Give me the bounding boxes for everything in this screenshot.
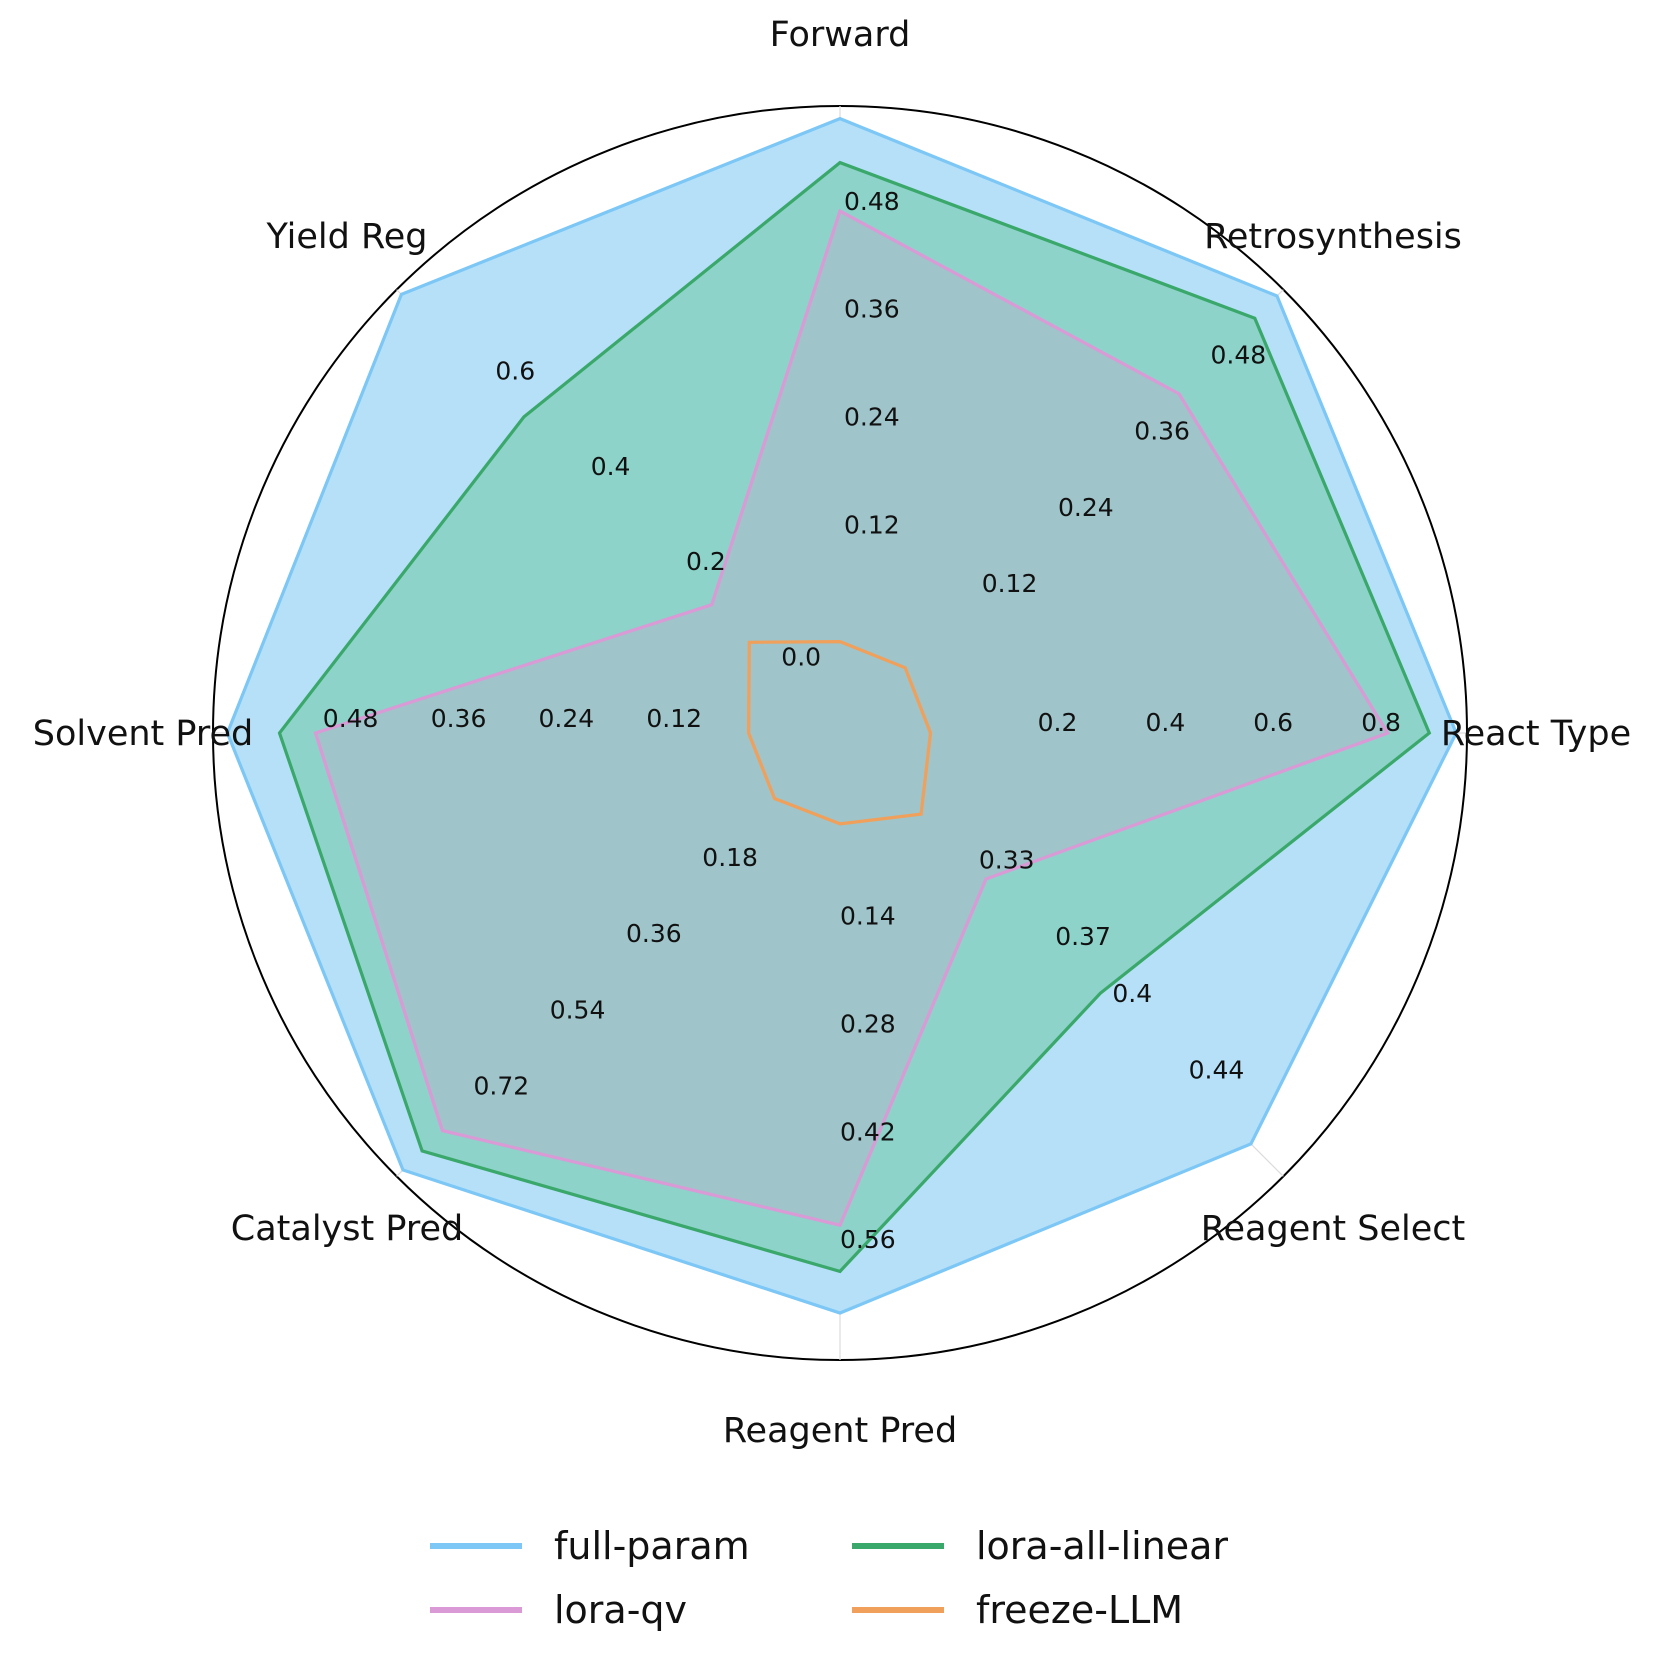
tick-label: 0.12 [844, 510, 900, 539]
tick-label: 0.0 [781, 643, 821, 672]
axis-label: Catalyst Pred [231, 1209, 463, 1249]
axis-labels: React Type Retrosynthesis Forward Yield Reg… [33, 15, 1631, 1451]
tick-label: 0.44 [1189, 1055, 1245, 1084]
axis-label: React Type [1441, 714, 1631, 754]
tick-label: 0.48 [844, 187, 900, 216]
tick-label: 0.2 [1038, 708, 1078, 737]
tick-label: 0.2 [686, 547, 726, 576]
axis-label: Yield Reg [266, 217, 428, 257]
legend-label: freeze-LLM [976, 1588, 1183, 1632]
tick-label: 0.14 [840, 902, 896, 931]
tick-label: 0.42 [840, 1117, 896, 1146]
legend-label: full-param [554, 1524, 750, 1568]
tick-label: 0.36 [844, 295, 900, 324]
tick-label: 0.18 [702, 843, 758, 872]
tick-label: 0.24 [844, 403, 900, 432]
tick-label: 0.24 [539, 704, 595, 733]
tick-label: 0.36 [431, 704, 487, 733]
axis-label: Solvent Pred [33, 714, 254, 754]
tick-label: 0.12 [646, 704, 702, 733]
tick-label: 0.36 [626, 919, 682, 948]
tick-label: 0.56 [840, 1225, 896, 1254]
axis-label: Retrosynthesis [1204, 217, 1462, 257]
tick-label: 0.12 [982, 569, 1038, 598]
axis-label: Reagent Pred [723, 1411, 957, 1451]
series-freeze-llm [746, 639, 933, 826]
tick-label: 0.8 [1361, 708, 1401, 737]
legend: full-param lora-qv lora-all-linear freeze-L… [430, 1524, 1228, 1632]
tick-label: 0.4 [591, 452, 631, 481]
series-layer [225, 116, 1458, 1315]
tick-label: 0.4 [1146, 708, 1186, 737]
tick-label: 0.48 [323, 704, 379, 733]
tick-label: 0.24 [1058, 493, 1114, 522]
legend-label: lora-qv [554, 1588, 687, 1632]
tick-label: 0.4 [1112, 979, 1152, 1008]
tick-label: 0.6 [495, 357, 535, 386]
tick-label: 0.37 [1055, 922, 1111, 951]
tick-label: 0.72 [474, 1072, 530, 1101]
series-lora-qv [313, 208, 1391, 1228]
legend-label: lora-all-linear [976, 1524, 1228, 1568]
tick-labels: 0.2 0.4 0.6 0.8 0.12 0.24 0.36 0.48 0.12 0.24 0.36… [323, 187, 1401, 1254]
axis-label: Forward [770, 15, 911, 55]
tick-label: 0.48 [1211, 340, 1267, 369]
tick-label: 0.28 [840, 1010, 896, 1039]
tick-label: 0.33 [979, 846, 1035, 875]
tick-label: 0.36 [1134, 417, 1190, 446]
tick-label: 0.6 [1253, 708, 1293, 737]
axis-label: Reagent Select [1201, 1209, 1465, 1249]
tick-label: 0.54 [550, 995, 606, 1024]
